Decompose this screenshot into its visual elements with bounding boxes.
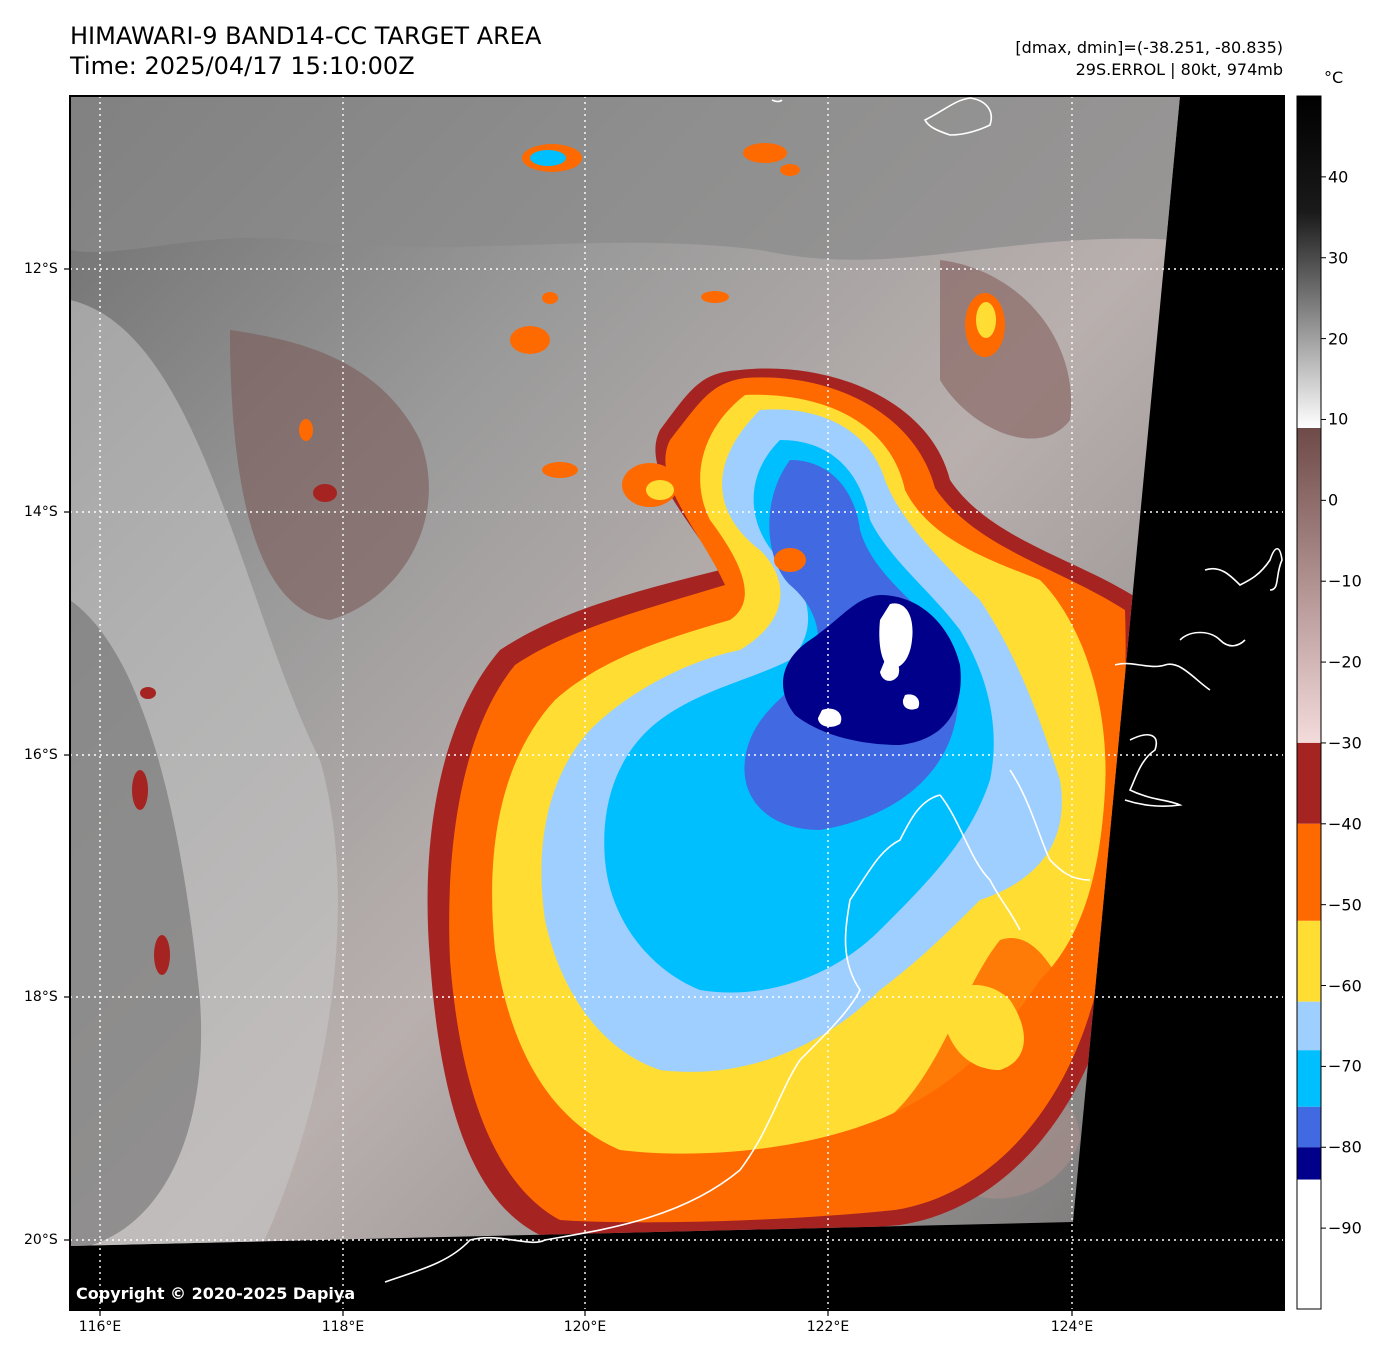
colorbar-segment [1297,920,1321,1002]
temperature-range: [dmax, dmin]=(-38.251, -80.835) [1015,38,1283,57]
storm-info: 29S.ERROL | 80kt, 974mb [1075,60,1283,79]
storm-cloud-shield [427,368,1143,1237]
colorbar-tick-label: 40 [1328,167,1349,187]
colorbar-tick-label: 20 [1328,329,1349,349]
coastline [384,97,1283,1283]
lat-label-12s: 12°S [24,261,58,277]
lon-label-122e: 122°E [806,1319,850,1335]
colorbar-border [1296,95,1322,1310]
lon-label-116e: 116°E [78,1319,122,1335]
colorbar-unit: °C [1324,68,1344,87]
colorbar-segment [1297,742,1321,824]
lon-label-124e: 124°E [1050,1319,1094,1335]
lat-label-20s: 20°S [24,1232,58,1248]
colorbar-tick-label: 0 [1328,490,1339,510]
colorbar-segment [1297,1179,1321,1309]
lon-label-120e: 120°E [563,1319,607,1335]
colorbar [1296,95,1326,1310]
colorbar-tick-label: 10 [1328,409,1349,429]
colorbar-segment [1297,1147,1321,1180]
colorbar-tick-label: 30 [1328,248,1349,268]
convective-cells [132,143,1005,975]
colorbar-brown-ramp [1297,428,1321,748]
lat-label-18s: 18°S [24,989,58,1005]
colorbar-tick-label: −90 [1328,1218,1362,1238]
colorbar-tick-label: −50 [1328,895,1362,915]
colorbar-tick-label: −30 [1328,733,1362,753]
chart-title: HIMAWARI-9 BAND14-CC TARGET AREA [70,22,542,50]
colorbar-gray-ramp [1297,96,1321,428]
chart-time: Time: 2025/04/17 15:10:00Z [70,52,415,80]
lat-label-14s: 14°S [24,504,58,520]
colorbar-tick-label: −20 [1328,652,1362,672]
lon-label-118e: 118°E [321,1319,365,1335]
colorbar-segment [1297,823,1321,921]
graticule [70,96,1284,1310]
colorbar-tick-label: −10 [1328,571,1362,591]
colorbar-segment [1297,1050,1321,1107]
colorbar-tick-label: −80 [1328,1137,1362,1157]
colorbar-tick-label: −40 [1328,814,1362,834]
colorbar-tick-label: −60 [1328,976,1362,996]
colorbar-segment [1297,1106,1321,1148]
copyright-notice: Copyright © 2020-2025 Dapiya [76,1284,356,1303]
lat-label-16s: 16°S [24,747,58,763]
map-border [69,95,1285,1311]
colorbar-segment [1297,1001,1321,1051]
colorbar-tick-label: −70 [1328,1056,1362,1076]
